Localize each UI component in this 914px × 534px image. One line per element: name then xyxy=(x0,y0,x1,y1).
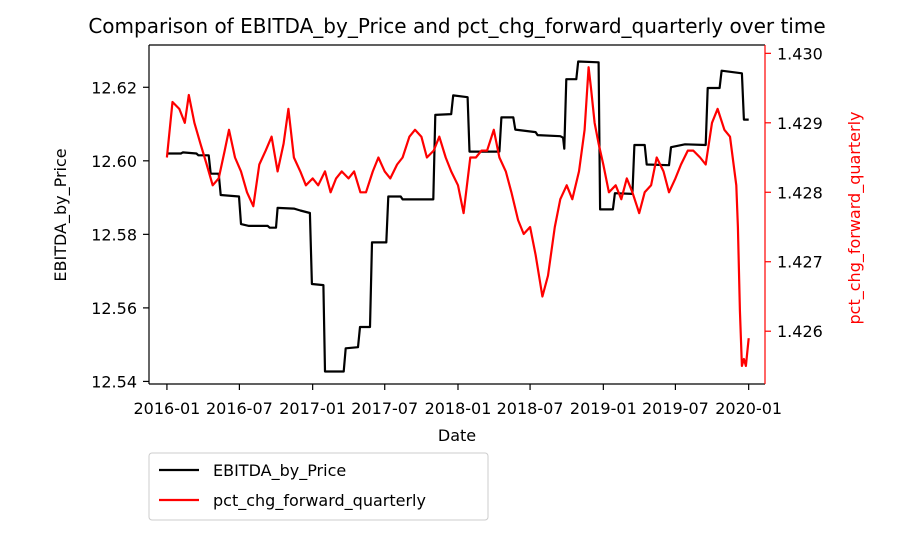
legend-label-pct-chg: pct_chg_forward_quarterly xyxy=(213,491,426,511)
x-tick-label: 2018-01 xyxy=(425,399,492,418)
y-left-tick-label: 12.60 xyxy=(91,152,137,171)
x-axis-label: Date xyxy=(438,426,476,445)
x-tick-label: 2019-01 xyxy=(570,399,637,418)
x-axis-ticks: 2016-01 2016-07 2017-01 2017-07 2018-01 2018-… xyxy=(133,384,782,418)
chart-title: Comparison of EBITDA_by_Price and pct_ch… xyxy=(88,14,825,38)
series-line-0 xyxy=(166,60,749,373)
legend: EBITDA_by_Price pct_chg_forward_quarterl… xyxy=(148,452,489,521)
y-left-axis-label: EBITDA_by_Price xyxy=(51,148,71,281)
legend-label-ebitda: EBITDA_by_Price xyxy=(213,461,346,481)
series-line-1 xyxy=(165,66,750,367)
y-right-tick-label: 1.427 xyxy=(777,253,823,272)
y-left-tick-label: 12.62 xyxy=(91,78,137,97)
y-left-axis-ticks: 12.54 12.56 12.58 12.60 12.62 xyxy=(91,78,149,391)
y-right-axis-ticks: 1.426 1.427 1.428 1.429 1.430 xyxy=(765,44,823,341)
x-tick-label: 2018-07 xyxy=(497,399,564,418)
x-tick-label: 2020-01 xyxy=(715,399,782,418)
y-left-tick-label: 12.58 xyxy=(91,225,137,244)
x-tick-label: 2019-07 xyxy=(642,399,709,418)
y-right-tick-label: 1.428 xyxy=(777,183,823,202)
y-left-tick-label: 12.54 xyxy=(91,372,137,391)
x-tick-label: 2016-01 xyxy=(133,399,200,418)
x-tick-label: 2016-07 xyxy=(206,399,273,418)
y-right-tick-label: 1.429 xyxy=(777,114,823,133)
y-left-tick-label: 12.56 xyxy=(91,299,137,318)
legend-box xyxy=(148,452,489,521)
y-right-tick-label: 1.426 xyxy=(777,322,823,341)
y-right-axis-label: pct_chg_forward_quarterly xyxy=(845,112,865,325)
y-right-tick-label: 1.430 xyxy=(777,44,823,63)
x-tick-label: 2017-07 xyxy=(351,399,418,418)
x-tick-label: 2017-01 xyxy=(279,399,346,418)
series-layer xyxy=(165,60,750,373)
